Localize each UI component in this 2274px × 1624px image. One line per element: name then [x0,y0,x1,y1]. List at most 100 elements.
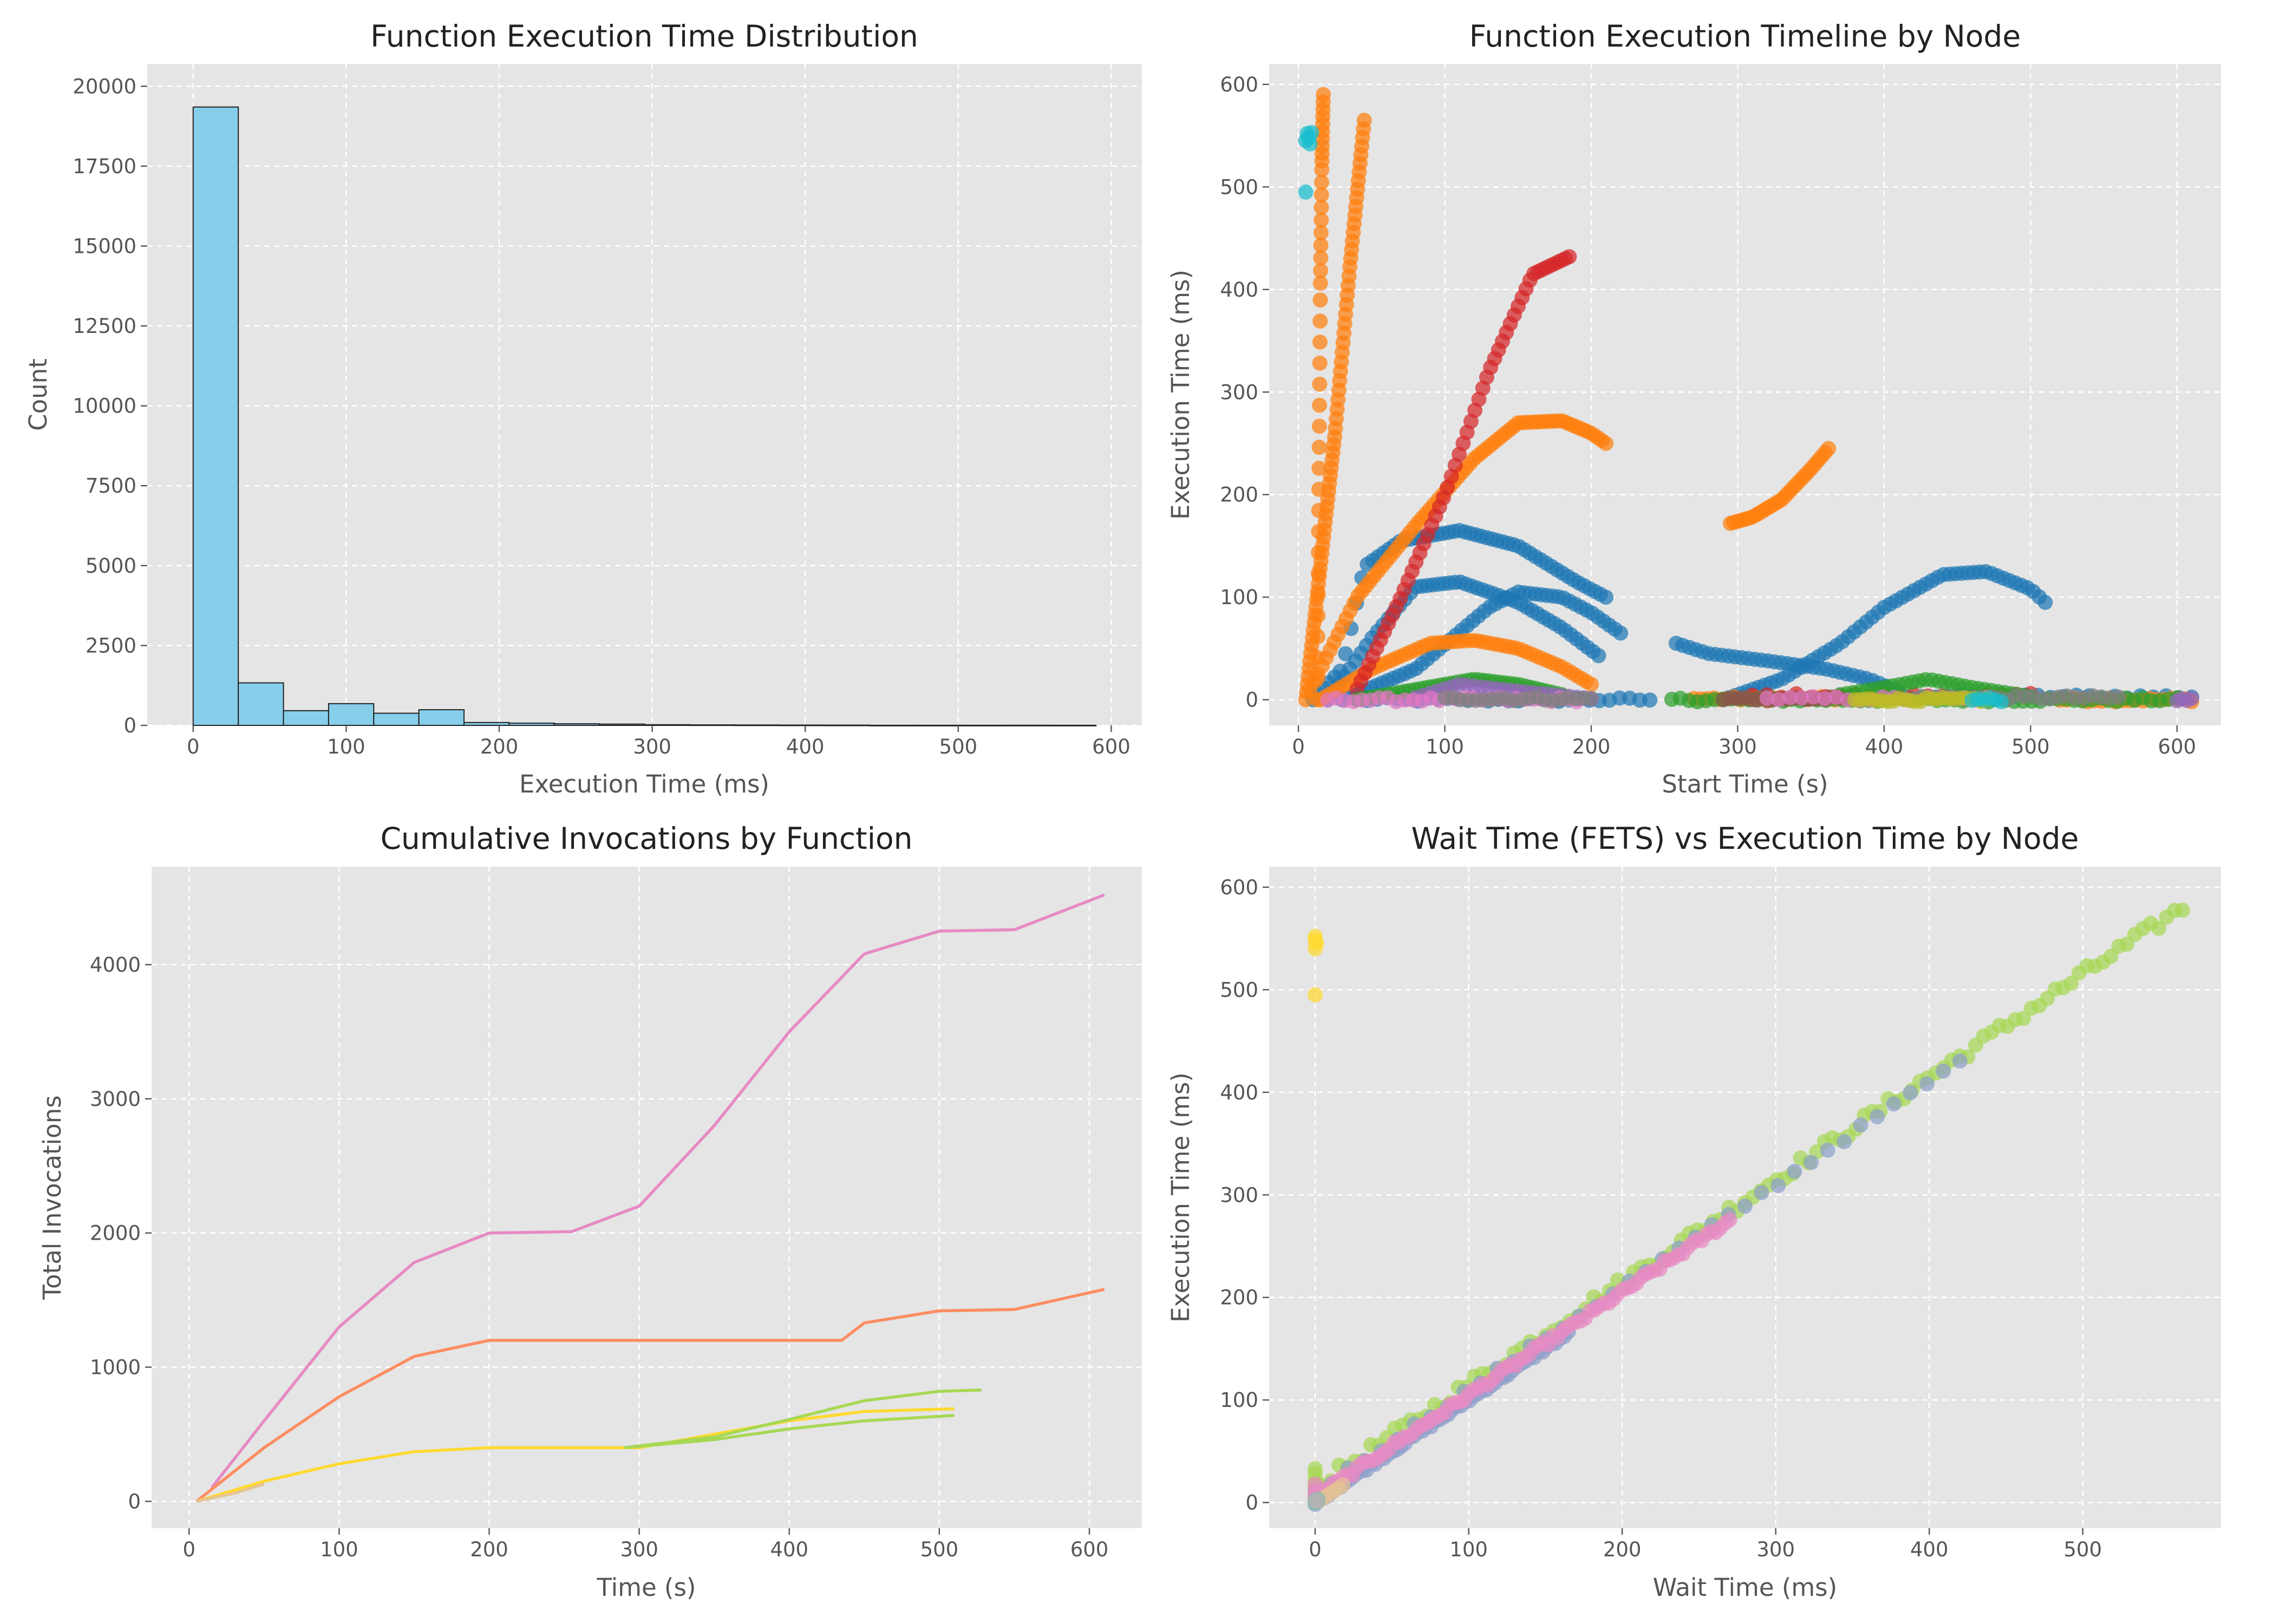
y-tick-label: 600 [1220,876,1258,899]
scatter-point [1312,397,1328,413]
x-tick-label: 200 [480,735,519,758]
y-axis-label: Execution Time (ms) [1166,1072,1195,1322]
histogram-bar [463,722,510,726]
scatter-point [1722,1212,1737,1228]
x-tick-label: 0 [1292,735,1305,758]
x-tick-label: 100 [320,1538,358,1561]
x-tick-label: 0 [187,735,200,758]
scatter-point [1591,648,1606,664]
scatter-point [1598,590,1614,605]
scatter-point [1314,212,1329,228]
scatter-point [2110,689,2126,705]
histogram-bar [914,724,962,726]
scatter-point [2184,691,2199,706]
scatter-point [1313,263,1329,278]
histogram-bar [553,723,600,726]
scatter-point [1794,690,1809,705]
scatter-points [1308,902,2191,1512]
histogram-bar [373,712,420,726]
scatter-point [1584,677,1599,692]
y-tick-label: 4000 [90,953,141,977]
histogram-bar [1005,724,1051,726]
scatter-point [1311,418,1327,434]
y-tick-label: 20000 [73,75,136,98]
scatter-point [1312,335,1328,350]
scatter-point [1308,987,1323,1003]
grid [147,64,1142,726]
scatter-point [1312,276,1328,291]
x-tick-label: 200 [470,1538,508,1561]
scatter-point [1821,441,1837,456]
scatter-point [1820,1142,1835,1158]
y-tick-label: 100 [1220,586,1258,609]
scatter-point [1308,1476,1323,1492]
y-tick-label: 17500 [73,155,136,178]
y-tick-label: 200 [1220,1286,1258,1309]
chart-panel-wait-vs-exec: 0 100 200 300 400 500 0 100 200 300 400 500 600 Wait… [1166,821,2221,1602]
scatter-point [1314,187,1329,202]
x-axis-label: Time (s) [597,1573,696,1602]
scatter-point [2175,902,2191,918]
scatter-point [1314,200,1329,215]
series-line [624,1388,982,1450]
scatter-point [1936,1063,1951,1079]
scatter-point [1903,1085,1918,1101]
y-tick-label: 2000 [90,1222,141,1245]
scatter-point [1311,440,1327,455]
scatter-points [1298,87,2199,710]
y-tick-label: 500 [1220,175,1258,199]
x-axis-label: Start Time (s) [1662,770,1828,798]
x-tick-label: 300 [1718,735,1757,758]
histogram-bar [283,710,329,726]
y-tick-label: 12500 [73,315,136,338]
y-tick-label: 0 [1245,1491,1258,1515]
scatter-point [1302,136,1318,152]
chart-panel-histogram: 0 100 200 300 400 500 600 0 2500 5000 7500 10000 125… [24,19,1142,798]
series-line [624,1414,955,1450]
y-tick-label: 100 [1220,1389,1258,1412]
chart-panel-cumulative: 0 100 200 300 400 500 600 0 1000 2000 3000 4000 Cum… [38,821,1142,1602]
y-tick-label: 7500 [86,474,136,497]
histogram-bar [824,724,871,726]
scatter-point [2016,1011,2031,1026]
histogram-bar [599,723,645,726]
x-tick-label: 400 [1910,1538,1949,1561]
scatter-point [1335,1477,1351,1493]
scatter-point [1803,1155,1819,1170]
scatter-point [1356,113,1372,128]
marks [192,106,1097,726]
y-tick-label: 500 [1220,978,1258,1001]
chart-panel-timeline: 0 100 200 300 400 500 600 0 100 200 300 400 500 600 F… [1166,19,2221,798]
scatter-point [1561,249,1577,265]
x-tick-label: 500 [920,1538,959,1561]
scatter-point [1782,690,1798,705]
scatter-point [1310,1494,1326,1509]
scatter-point [1313,225,1329,240]
marks [1308,902,2191,1512]
scatter-point [1613,625,1629,641]
x-tick-label: 300 [633,735,671,758]
x-tick-label: 300 [620,1538,658,1561]
histogram-bar [508,722,555,726]
series-line [195,1288,1105,1503]
scatter-point [1952,1053,1968,1069]
scatter-point [1994,694,2009,710]
histogram-bar [870,724,916,726]
x-tick-label: 200 [1572,735,1611,758]
series-line [196,1482,265,1503]
x-tick-label: 500 [2063,1538,2102,1561]
y-tick-label: 300 [1220,381,1258,404]
scatter-point [1298,184,1314,200]
axes: 0 100 200 300 400 500 600 0 100 200 300 400 500 600 [1220,73,2196,758]
scatter-point [2037,594,2053,610]
scatter-point [1770,1178,1786,1193]
x-tick-label: 600 [2158,735,2197,758]
histogram-bar [960,724,1007,726]
x-tick-label: 400 [770,1538,808,1561]
y-axis-label: Execution Time (ms) [1166,270,1195,520]
y-tick-label: 0 [128,1490,141,1513]
scatter-point [1754,1185,1769,1201]
y-tick-label: 5000 [86,554,136,578]
scatter-point [1312,313,1328,329]
